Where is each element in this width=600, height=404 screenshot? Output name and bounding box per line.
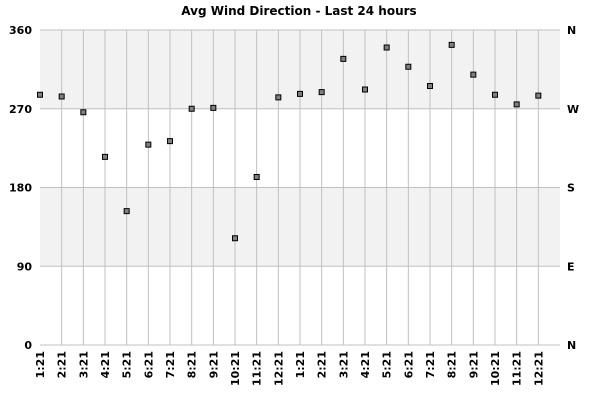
x-tick-label: 5:21 (121, 351, 134, 378)
x-axis-labels: 1:21 2:21 3:21 4:21 5:21 6:21 7:21 8:21 9:21 10:2… (34, 351, 545, 386)
x-tick-label: 4:21 (99, 351, 112, 378)
x-tick-label: 12:21 (272, 351, 285, 386)
data-point (80, 109, 87, 116)
data-point (37, 91, 43, 98)
x-tick-label: 3:21 (77, 351, 90, 378)
data-point (275, 94, 282, 101)
data-point (362, 86, 368, 93)
y-compass-label: N (567, 24, 576, 37)
data-point (383, 44, 390, 51)
x-tick-label: 2:21 (316, 351, 329, 378)
data-point (470, 71, 477, 78)
data-point (318, 89, 325, 96)
y-axis-left: 0 90 180 270 360 (9, 24, 32, 352)
x-tick-label: 11:21 (251, 351, 264, 386)
y-compass-label: N (567, 339, 576, 352)
y-tick-label: 270 (9, 103, 32, 116)
data-point (513, 101, 520, 108)
x-tick-label: 1:21 (294, 351, 307, 378)
x-tick-label: 5:21 (381, 351, 394, 378)
x-tick-label: 3:21 (337, 351, 350, 378)
x-tick-label: 10:21 (489, 351, 502, 386)
x-tick-label: 9:21 (207, 351, 220, 378)
chart-title: Avg Wind Direction - Last 24 hours (181, 4, 416, 18)
data-point (448, 41, 455, 48)
x-tick-label: 11:21 (511, 351, 524, 386)
data-point (535, 92, 542, 99)
data-point (58, 93, 65, 100)
data-point (123, 208, 130, 215)
x-tick-label: 6:21 (142, 351, 155, 378)
y-compass-label: W (567, 103, 579, 116)
data-point (232, 235, 238, 242)
x-tick-label: 12:21 (532, 351, 545, 386)
data-point (167, 138, 173, 145)
x-tick-label: 2:21 (56, 351, 69, 378)
y-tick-label: 0 (24, 339, 32, 352)
x-tick-label: 8:21 (446, 351, 459, 378)
x-tick-label: 7:21 (424, 351, 437, 378)
chart-points (37, 41, 542, 242)
x-tick-label: 6:21 (402, 351, 415, 378)
data-point (297, 90, 303, 97)
y-tick-label: 360 (9, 24, 32, 37)
data-point (253, 174, 260, 180)
data-point (145, 141, 152, 148)
y-compass-label: E (567, 260, 575, 273)
data-point (210, 104, 217, 111)
y-tick-label: 180 (9, 182, 32, 195)
x-tick-label: 10:21 (229, 351, 242, 386)
x-tick-label: 9:21 (467, 351, 480, 378)
x-tick-label: 7:21 (164, 351, 177, 378)
y-axis-right: N E S W N (567, 24, 579, 352)
data-point (405, 63, 412, 70)
data-point (427, 83, 433, 89)
x-tick-label: 1:21 (34, 351, 47, 378)
data-point (102, 153, 108, 160)
x-tick-label: 8:21 (186, 351, 199, 378)
data-point (188, 105, 195, 112)
x-tick-label: 4:21 (359, 351, 372, 378)
data-point (492, 91, 498, 98)
y-tick-label: 90 (17, 260, 33, 273)
data-point (340, 55, 347, 62)
y-compass-label: S (567, 182, 575, 195)
chart-grid (40, 29, 560, 346)
